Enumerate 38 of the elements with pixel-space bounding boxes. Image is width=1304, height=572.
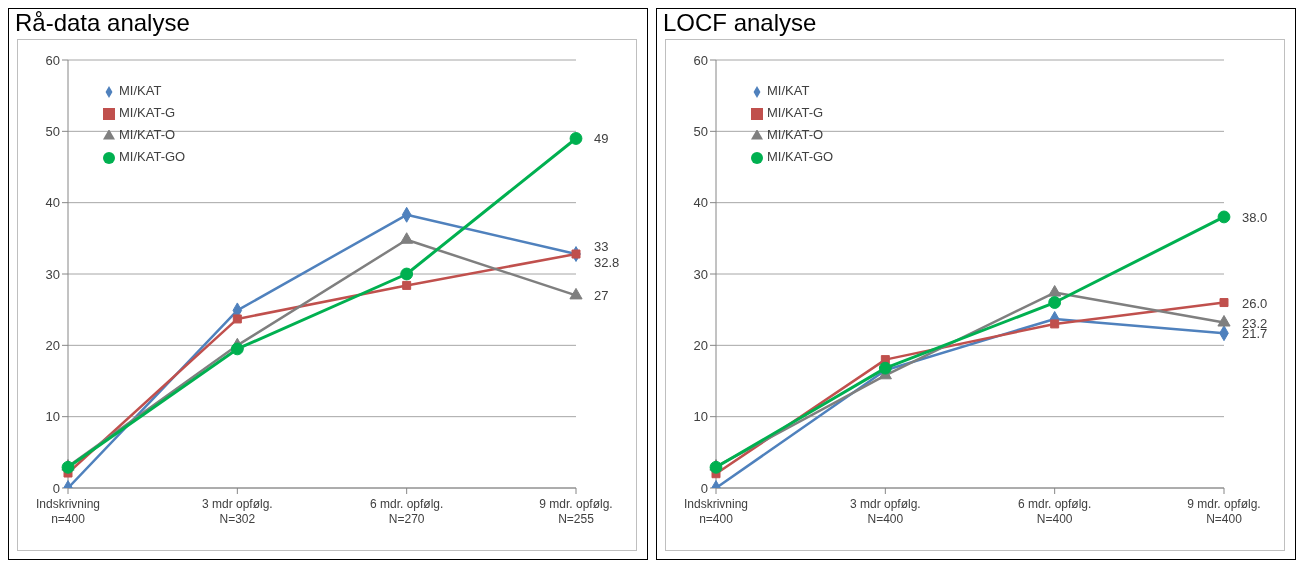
y-tick-label: 10 [45, 409, 60, 425]
legend-label: MI/KAT-O [119, 127, 176, 142]
legend-label: MI/KAT [119, 83, 162, 98]
y-tick-label: 30 [693, 266, 708, 282]
legend-label: MI/KAT-GO [767, 149, 834, 164]
legend-label: MI/KAT-G [119, 105, 176, 120]
y-tick-label: 60 [45, 52, 60, 68]
y-tick-label: 40 [45, 195, 60, 211]
y-tick-label: 0 [52, 480, 60, 496]
data-label: 49 [594, 131, 609, 147]
y-tick-label: 10 [693, 409, 708, 425]
y-tick-label: 50 [693, 123, 708, 139]
y-tick-label: 50 [45, 123, 60, 139]
data-label: 26.0 [1242, 295, 1268, 311]
chart-title: Rå-data analyse [14, 9, 191, 38]
legend-label: MI/KAT-GO [119, 149, 186, 164]
data-label: 33 [594, 239, 609, 255]
y-tick-label: 40 [693, 195, 708, 211]
x-tick-label: Indskrivning n=400 [35, 497, 101, 526]
x-tick-label: Indskrivning n=400 [683, 497, 749, 526]
y-tick-label: 30 [45, 266, 60, 282]
data-label: 32.8 [594, 255, 620, 271]
legend-label: MI/KAT [767, 83, 810, 98]
legend-label: MI/KAT-G [767, 105, 824, 120]
legend-label: MI/KAT-O [767, 127, 824, 142]
chart-title: LOCF analyse [662, 9, 818, 38]
x-tick-label: 6 mdr. opfølg. N=270 [369, 497, 444, 526]
x-tick-label: 3 mdr opfølg. N=400 [849, 497, 921, 526]
y-tick-label: 0 [700, 480, 708, 496]
x-tick-label: 9 mdr. opfølg. N=400 [1187, 497, 1261, 526]
y-tick-label: 60 [693, 52, 708, 68]
data-label: 38.0 [1242, 209, 1268, 225]
y-tick-label: 20 [45, 337, 60, 353]
x-tick-label: 6 mdr. opfølg. N=400 [1017, 497, 1092, 526]
x-tick-label: 9 mdr. opfølg. N=255 [539, 497, 613, 526]
y-tick-label: 20 [693, 337, 708, 353]
data-label: 27 [594, 288, 609, 304]
x-tick-label: 3 mdr opfølg. N=302 [201, 497, 273, 526]
